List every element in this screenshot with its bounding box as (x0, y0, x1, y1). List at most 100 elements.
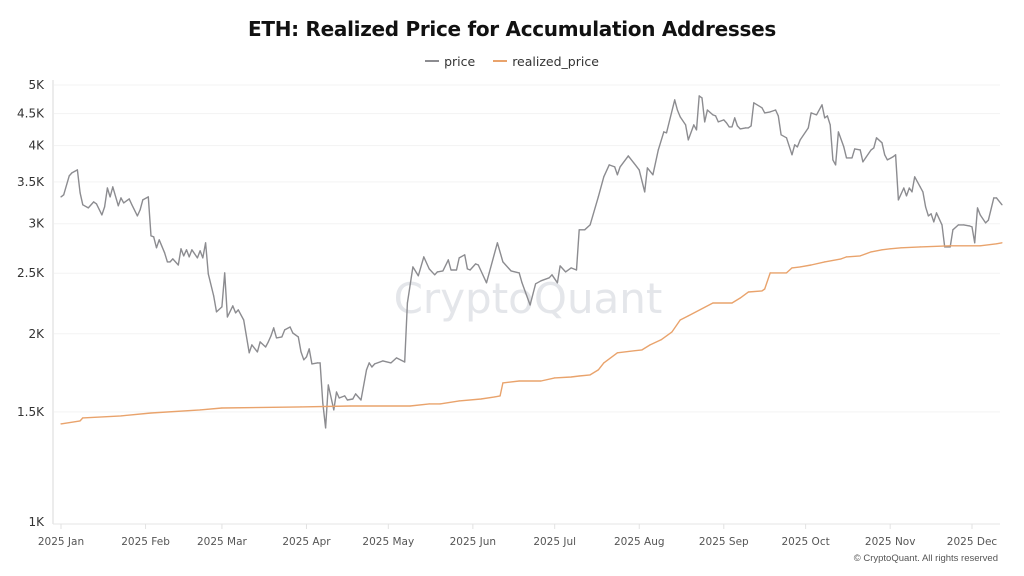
data-point-price (731, 126, 733, 128)
data-point-realized-price (949, 245, 951, 247)
data-point-price (941, 224, 943, 226)
data-point-price (259, 341, 261, 343)
data-point-price (548, 277, 550, 279)
copyright-notice: © CryptoQuant. All rights reserved (853, 553, 998, 564)
data-point-price (911, 191, 913, 193)
data-point-price (535, 283, 537, 285)
data-point-price (95, 203, 98, 205)
data-point-price (87, 207, 89, 209)
data-point-price (153, 236, 155, 238)
y-tick-label: 3.5K (17, 175, 45, 189)
data-point-price (616, 174, 619, 176)
data-point-price (761, 107, 763, 109)
data-point-price (895, 154, 897, 156)
data-point-price (327, 384, 329, 386)
data-point-price (518, 272, 520, 274)
data-point-price (338, 397, 340, 399)
data-point-realized-price (900, 247, 902, 249)
data-point-realized-price (671, 331, 673, 333)
data-point-price (164, 252, 166, 254)
data-point-price (949, 246, 951, 248)
data-point-price (123, 202, 125, 204)
data-point-realized-price (616, 352, 619, 354)
data-point-price (63, 194, 65, 196)
x-tick-label: 2025 Nov (865, 536, 916, 548)
data-point-price (725, 122, 728, 124)
x-tick-label: 2025 May (362, 536, 414, 548)
data-point-realized-price (1001, 242, 1003, 244)
y-tick-label: 2K (28, 327, 45, 341)
data-point-price (128, 198, 130, 200)
data-point-price (300, 351, 302, 353)
data-point-price (183, 255, 185, 257)
data-point-realized-price (641, 349, 643, 351)
data-point-price (739, 128, 741, 130)
data-point-price (297, 336, 299, 338)
data-point-price (529, 304, 531, 306)
data-point-price (248, 352, 250, 354)
data-point-price (608, 164, 610, 166)
data-point-realized-price (79, 420, 81, 422)
data-point-price (957, 224, 960, 226)
data-point-price (180, 248, 182, 250)
data-point-price (556, 282, 559, 284)
chart-title: ETH: Realized Price for Accumulation Add… (248, 17, 776, 41)
data-point-price (652, 174, 654, 176)
data-point-price (106, 187, 108, 189)
data-point-price (657, 149, 659, 151)
data-point-price (993, 197, 995, 199)
data-point-price (780, 134, 782, 136)
legend-item-realized-price[interactable]: realized_price (493, 54, 599, 69)
data-point-realized-price (120, 415, 122, 417)
data-point-price (919, 186, 921, 188)
data-point-price (905, 195, 908, 197)
legend-item-price[interactable]: price (425, 54, 475, 69)
x-tick-label: 2025 Feb (121, 536, 170, 548)
data-point-price (987, 219, 990, 221)
data-point-price (147, 196, 149, 198)
data-point-realized-price (979, 245, 981, 247)
data-point-price (881, 142, 883, 144)
data-point-price (614, 166, 616, 168)
data-point-price (698, 95, 700, 97)
data-point-price (559, 265, 561, 267)
data-point-price (663, 131, 665, 133)
data-point-realized-price (919, 246, 921, 248)
data-point-realized-price (540, 380, 542, 382)
data-point-price (791, 154, 793, 156)
data-point-price (845, 157, 848, 159)
data-point-price (267, 341, 269, 343)
data-point-price (859, 149, 861, 151)
data-point-realized-price (845, 256, 848, 258)
data-point-price (289, 326, 291, 328)
data-point-price (715, 115, 717, 117)
data-point-price (395, 357, 398, 359)
data-point-price (335, 391, 338, 393)
data-point-price (224, 272, 226, 274)
data-point-price (60, 196, 62, 198)
data-point-price (723, 119, 725, 121)
data-point-price (927, 215, 930, 217)
data-point-realized-price (687, 315, 689, 317)
data-point-price (235, 312, 237, 314)
data-point-price (873, 147, 875, 149)
data-point-price (971, 226, 973, 228)
data-point-price (423, 256, 425, 258)
data-point-price (619, 166, 621, 168)
data-point-price (832, 159, 834, 161)
data-point-price (136, 215, 138, 217)
data-point-price (695, 129, 698, 131)
data-point-price (589, 224, 591, 226)
y-tick-label: 1.5K (17, 405, 45, 419)
data-point-price (952, 229, 954, 231)
data-point-price (368, 362, 370, 364)
data-point-price (854, 148, 856, 150)
data-point-price (764, 112, 766, 114)
data-point-realized-price (439, 403, 441, 405)
data-point-price (540, 280, 542, 282)
data-point-price (974, 242, 976, 244)
data-point-price (120, 197, 122, 199)
data-point-realized-price (840, 258, 842, 260)
data-point-price (747, 127, 749, 129)
y-tick-label: 4K (28, 139, 45, 153)
